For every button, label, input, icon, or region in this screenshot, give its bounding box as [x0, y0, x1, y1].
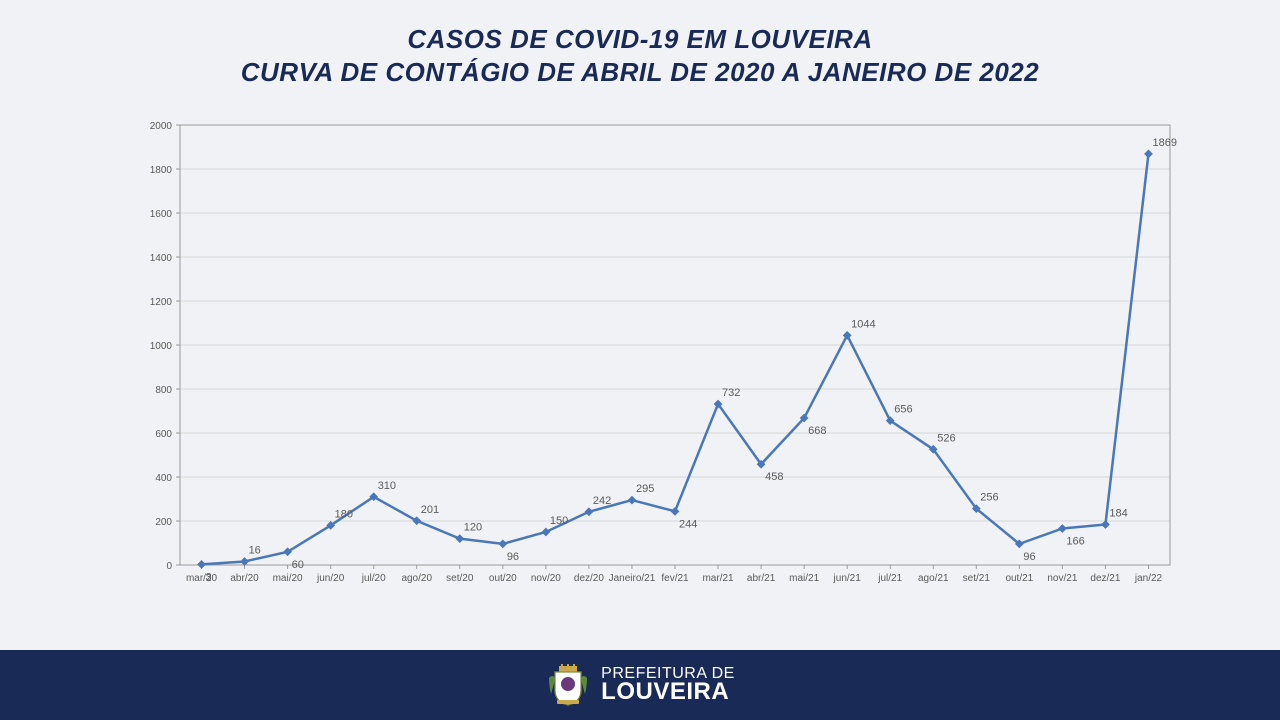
data-label: 310 — [378, 480, 396, 492]
y-tick-label: 400 — [155, 473, 172, 484]
data-marker — [585, 507, 594, 516]
title-line-1: CASOS DE COVID-19 EM LOUVEIRA — [0, 24, 1280, 55]
x-tick-label: jun/20 — [316, 573, 345, 584]
data-label: 732 — [722, 387, 740, 399]
data-label: 295 — [636, 483, 654, 495]
footer-line-2: LOUVEIRA — [601, 681, 735, 704]
x-tick-label: mar/21 — [702, 573, 734, 584]
data-label: 150 — [550, 515, 568, 527]
data-marker — [197, 560, 206, 569]
data-marker — [843, 331, 852, 340]
data-label: 180 — [335, 508, 353, 520]
y-tick-label: 200 — [155, 517, 172, 528]
x-tick-label: dez/21 — [1090, 573, 1120, 584]
x-tick-label: dez/20 — [574, 573, 604, 584]
x-tick-label: abr/21 — [747, 573, 776, 584]
x-tick-label: set/21 — [963, 573, 991, 584]
data-label: 526 — [937, 432, 955, 444]
data-label: 668 — [808, 425, 826, 437]
city-crest-icon — [545, 664, 591, 706]
data-label: 120 — [464, 522, 482, 534]
series-line — [202, 154, 1149, 565]
y-tick-label: 1000 — [150, 341, 173, 352]
y-tick-label: 800 — [155, 385, 172, 396]
data-label: 244 — [679, 518, 697, 530]
x-tick-label: abr/20 — [230, 573, 259, 584]
y-tick-label: 1200 — [150, 297, 173, 308]
title-line-2: CURVA DE CONTÁGIO DE ABRIL DE 2020 A JAN… — [0, 57, 1280, 88]
y-tick-label: 1800 — [150, 165, 173, 176]
x-tick-label: jun/21 — [833, 573, 862, 584]
x-tick-label: out/20 — [489, 573, 517, 584]
data-label: 166 — [1066, 535, 1084, 547]
x-tick-label: set/20 — [446, 573, 474, 584]
data-marker — [671, 507, 680, 516]
y-tick-label: 600 — [155, 429, 172, 440]
data-label: 96 — [507, 551, 519, 563]
data-marker — [1144, 149, 1153, 158]
data-marker — [628, 496, 637, 505]
y-tick-label: 1400 — [150, 253, 173, 264]
x-tick-label: jul/21 — [877, 573, 902, 584]
x-tick-label: ago/21 — [918, 573, 949, 584]
x-tick-label: mar/20 — [186, 573, 218, 584]
x-tick-label: nov/20 — [531, 573, 561, 584]
x-tick-label: fev/21 — [661, 573, 689, 584]
data-label: 256 — [980, 492, 998, 504]
data-label: 201 — [421, 504, 439, 516]
data-label: 1044 — [851, 318, 875, 330]
data-label: 184 — [1109, 508, 1127, 520]
line-chart: 0 200 400 600 800 1000 1200 1400 1600 1800 2000 mar… — [120, 115, 1180, 595]
data-label: 242 — [593, 495, 611, 507]
data-label: 458 — [765, 471, 783, 483]
data-marker — [455, 534, 464, 543]
footer-text: PREFEITURA DE LOUVEIRA — [601, 666, 735, 704]
x-tick-label: jan/22 — [1134, 573, 1163, 584]
data-marker — [1101, 520, 1110, 529]
data-label: 96 — [1023, 551, 1035, 563]
data-label: 60 — [292, 559, 304, 571]
y-tick-label: 0 — [166, 561, 172, 572]
x-tick-label: nov/21 — [1047, 573, 1077, 584]
data-label: 1869 — [1152, 137, 1176, 149]
data-marker — [1058, 524, 1067, 533]
data-label: 3 — [206, 571, 212, 583]
data-marker — [498, 540, 507, 549]
footer-bar: PREFEITURA DE LOUVEIRA — [0, 650, 1280, 720]
data-marker — [541, 528, 550, 537]
data-label: 656 — [894, 404, 912, 416]
x-tick-label: mai/21 — [789, 573, 819, 584]
y-tick-label: 2000 — [150, 121, 173, 132]
y-tick-label: 1600 — [150, 209, 173, 220]
title-block: CASOS DE COVID-19 EM LOUVEIRA CURVA DE C… — [0, 0, 1280, 100]
x-tick-label: jul/20 — [361, 573, 386, 584]
x-tick-label: out/21 — [1005, 573, 1033, 584]
x-tick-label: mai/20 — [273, 573, 303, 584]
x-tick-label: ago/20 — [401, 573, 432, 584]
x-tick-label: Janeiro/21 — [609, 573, 656, 584]
data-label: 16 — [249, 544, 261, 556]
